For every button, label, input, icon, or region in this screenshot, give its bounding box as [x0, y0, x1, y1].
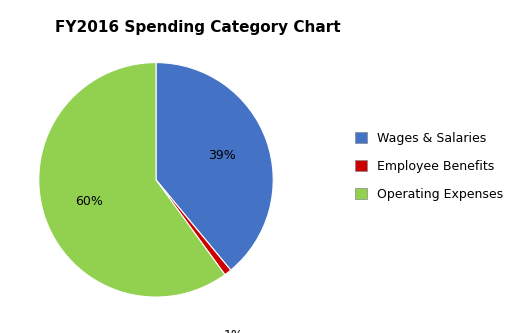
Legend: Wages & Salaries, Employee Benefits, Operating Expenses: Wages & Salaries, Employee Benefits, Ope…: [350, 127, 509, 206]
Wedge shape: [156, 63, 273, 270]
Text: 39%: 39%: [209, 150, 236, 163]
Wedge shape: [39, 63, 225, 297]
Text: FY2016 Spending Category Chart: FY2016 Spending Category Chart: [55, 20, 341, 35]
Text: 1%: 1%: [224, 329, 243, 333]
Wedge shape: [156, 180, 231, 275]
Text: 60%: 60%: [75, 195, 103, 208]
